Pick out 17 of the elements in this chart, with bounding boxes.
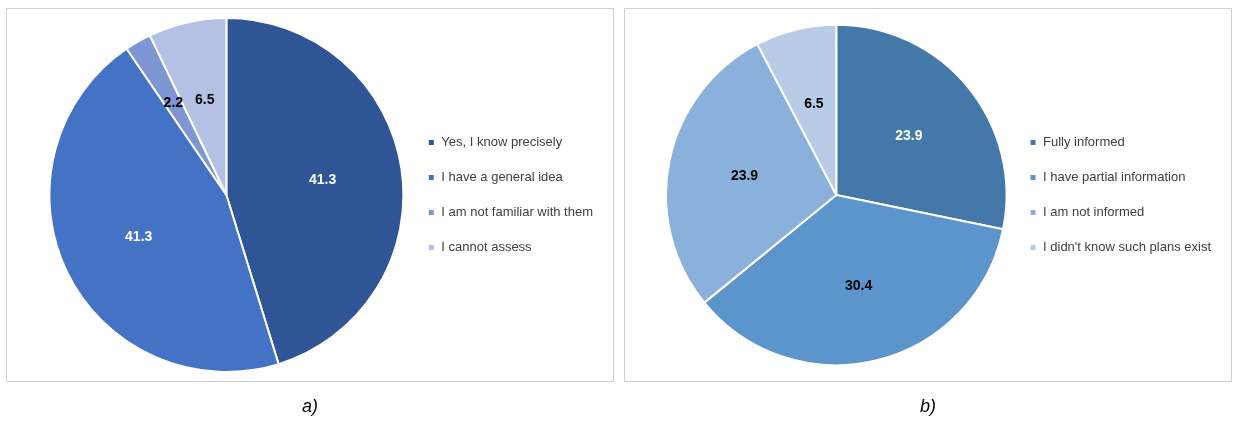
- legend-label: I have partial information: [1043, 169, 1186, 185]
- legend-label: I am not informed: [1043, 204, 1145, 220]
- legend-label: Fully informed: [1043, 134, 1125, 150]
- data-label: 41.3: [309, 171, 337, 188]
- text: a): [301, 396, 318, 417]
- legend-label: I didn't know such plans exist: [1043, 239, 1212, 255]
- legend-label: I am not familiar with them: [441, 204, 593, 220]
- text: b): [919, 396, 936, 417]
- data-label: 30.4: [845, 276, 873, 293]
- legend-label: Yes, I know precisely: [441, 134, 563, 150]
- data-label: 23.9: [895, 126, 923, 143]
- legend-label: I have a general idea: [441, 169, 564, 185]
- data-label: 41.3: [125, 228, 153, 245]
- data-label: 6.5: [804, 94, 824, 111]
- legend-label: I cannot assess: [441, 239, 533, 255]
- data-label: 23.9: [730, 167, 759, 184]
- data-label: 6.5: [195, 90, 215, 107]
